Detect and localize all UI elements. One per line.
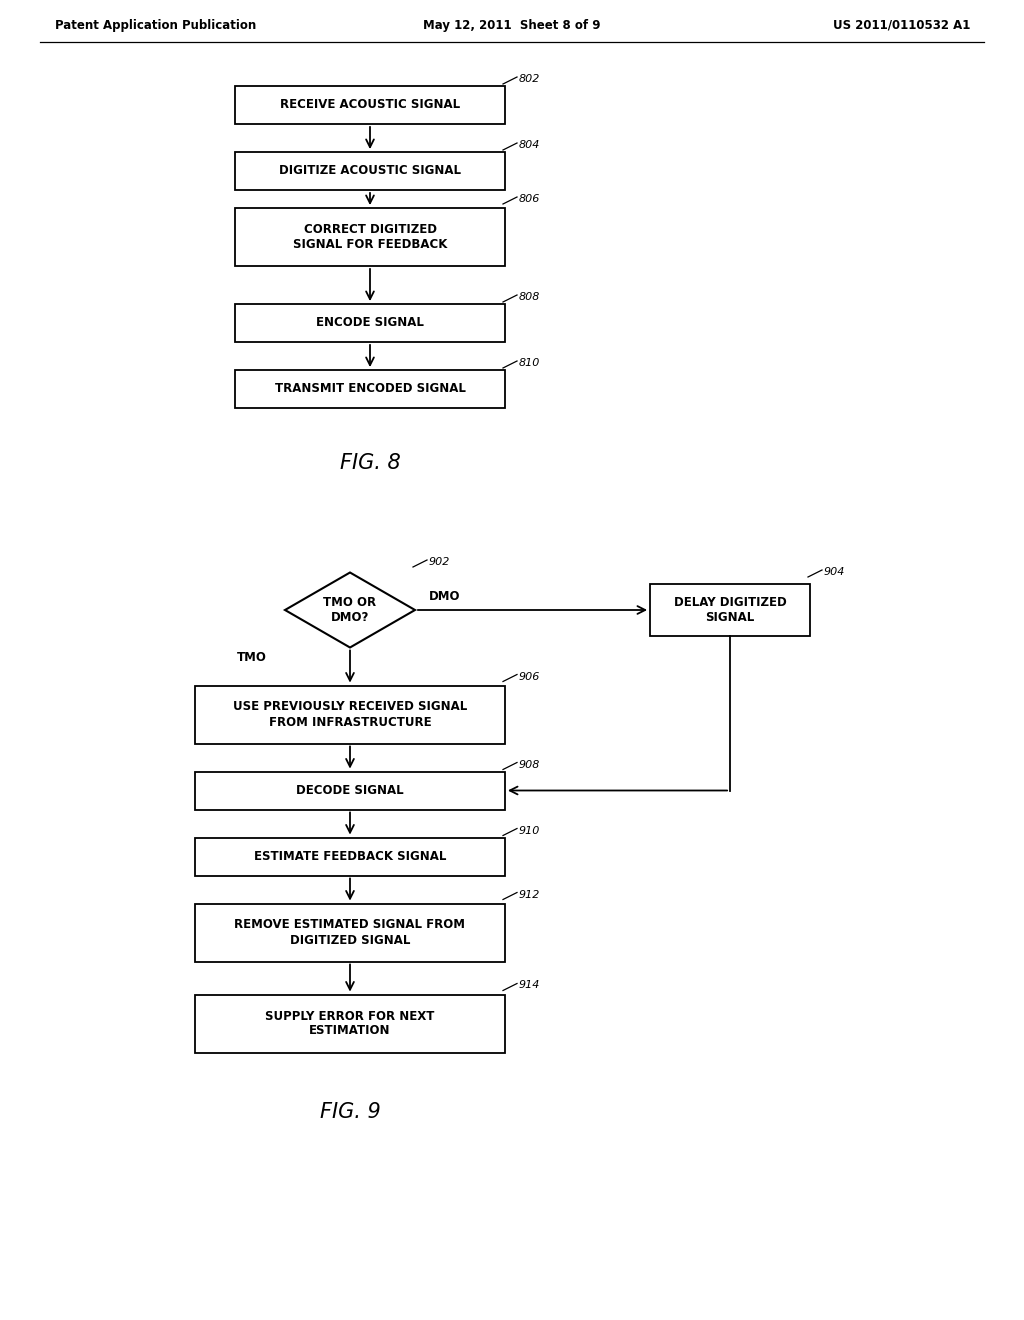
Text: DMO: DMO: [429, 590, 461, 602]
Bar: [234, 370, 505, 408]
Text: REMOVE ESTIMATED SIGNAL FROM
DIGITIZED SIGNAL: REMOVE ESTIMATED SIGNAL FROM DIGITIZED S…: [234, 919, 466, 946]
Text: TMO: TMO: [237, 651, 267, 664]
Text: May 12, 2011  Sheet 8 of 9: May 12, 2011 Sheet 8 of 9: [423, 18, 601, 32]
Text: ENCODE SIGNAL: ENCODE SIGNAL: [316, 317, 424, 330]
Bar: [650, 583, 810, 636]
Text: RECEIVE ACOUSTIC SIGNAL: RECEIVE ACOUSTIC SIGNAL: [280, 99, 460, 111]
Bar: [195, 771, 505, 809]
Text: 902: 902: [429, 557, 451, 568]
Text: SUPPLY ERROR FOR NEXT
ESTIMATION: SUPPLY ERROR FOR NEXT ESTIMATION: [265, 1010, 434, 1038]
Text: DIGITIZE ACOUSTIC SIGNAL: DIGITIZE ACOUSTIC SIGNAL: [279, 165, 461, 177]
Bar: [234, 152, 505, 190]
Bar: [234, 86, 505, 124]
Bar: [195, 994, 505, 1052]
Text: FIG. 9: FIG. 9: [319, 1102, 380, 1122]
Text: TMO OR
DMO?: TMO OR DMO?: [324, 597, 377, 624]
Text: 908: 908: [519, 759, 541, 770]
Text: CORRECT DIGITIZED
SIGNAL FOR FEEDBACK: CORRECT DIGITIZED SIGNAL FOR FEEDBACK: [293, 223, 447, 251]
Text: 904: 904: [824, 568, 846, 577]
Text: DECODE SIGNAL: DECODE SIGNAL: [296, 784, 403, 797]
Text: USE PREVIOUSLY RECEIVED SIGNAL
FROM INFRASTRUCTURE: USE PREVIOUSLY RECEIVED SIGNAL FROM INFR…: [232, 701, 467, 729]
Text: 914: 914: [519, 981, 541, 990]
Text: 806: 806: [519, 194, 541, 205]
Text: ESTIMATE FEEDBACK SIGNAL: ESTIMATE FEEDBACK SIGNAL: [254, 850, 446, 863]
Text: Patent Application Publication: Patent Application Publication: [55, 18, 256, 32]
Bar: [234, 209, 505, 267]
Text: 912: 912: [519, 890, 541, 899]
Bar: [195, 685, 505, 743]
Text: US 2011/0110532 A1: US 2011/0110532 A1: [833, 18, 970, 32]
Text: DELAY DIGITIZED
SIGNAL: DELAY DIGITIZED SIGNAL: [674, 597, 786, 624]
Polygon shape: [285, 573, 415, 648]
Text: 906: 906: [519, 672, 541, 681]
Text: 802: 802: [519, 74, 541, 84]
Text: 808: 808: [519, 292, 541, 302]
Bar: [195, 903, 505, 961]
Bar: [234, 304, 505, 342]
Text: 810: 810: [519, 358, 541, 368]
Text: TRANSMIT ENCODED SIGNAL: TRANSMIT ENCODED SIGNAL: [274, 383, 466, 396]
Text: 910: 910: [519, 825, 541, 836]
Text: FIG. 8: FIG. 8: [340, 453, 400, 473]
Bar: [195, 837, 505, 875]
Text: 804: 804: [519, 140, 541, 150]
